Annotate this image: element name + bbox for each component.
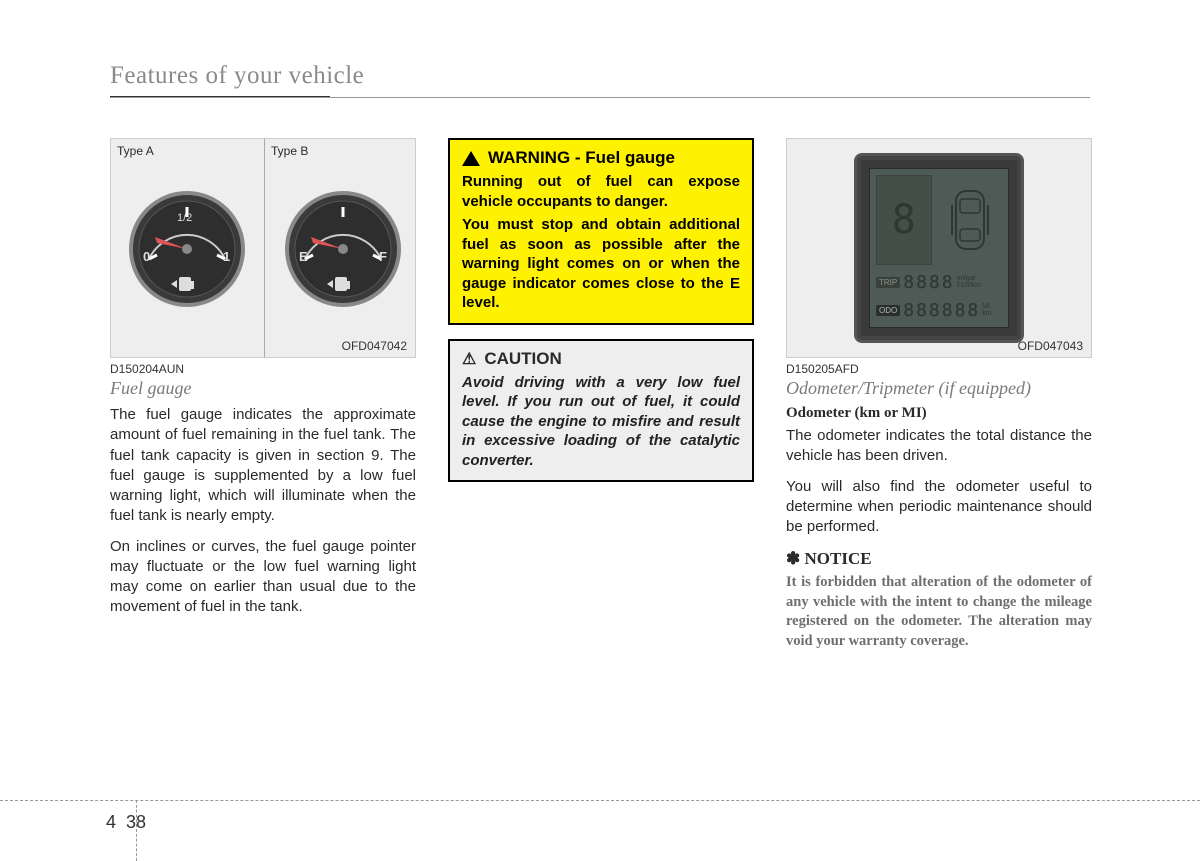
column-center: WARNING - Fuel gauge Running out of fuel… <box>448 138 754 652</box>
footer-dash-horizontal <box>0 800 1200 801</box>
lcd-top-row: 8 <box>876 175 1002 265</box>
odo-digits: 888888 <box>903 300 980 321</box>
chapter-number: 4 <box>106 812 116 832</box>
lcd-odo-row: ODO 888888 MI.km <box>876 297 1002 323</box>
warning-box: WARNING - Fuel gauge Running out of fuel… <box>448 138 754 325</box>
caution-body: Avoid driving with a very low fuel level… <box>462 373 740 471</box>
paragraph-fuel-2: On inclines or curves, the fuel gauge po… <box>110 537 416 618</box>
lcd-segment-digit: 8 <box>876 175 932 265</box>
reference-code-1: D150204AUN <box>110 362 416 376</box>
page-header-title: Features of your vehicle <box>110 62 1090 90</box>
paragraph-fuel-1: The fuel gauge indicates the approximate… <box>110 405 416 527</box>
figure-label-type-b: Type B <box>271 144 308 158</box>
figure-divider <box>264 139 265 357</box>
caution-heading: ⚠ CAUTION <box>462 349 740 369</box>
subhead-odometer: Odometer/Tripmeter (if equipped) <box>786 378 1092 399</box>
paragraph-odo-1: The odometer indicates the total distanc… <box>786 426 1092 467</box>
figure-caption-2: OFD047043 <box>1018 339 1083 353</box>
svg-text:F: F <box>379 249 387 264</box>
reference-code-2: D150205AFD <box>786 362 1092 376</box>
warning-title-text: WARNING - Fuel gauge <box>488 148 675 168</box>
subhead-odometer-units: Odometer (km or MI) <box>786 405 1092 422</box>
warning-body-2: You must stop and obtain additional fuel… <box>462 215 740 313</box>
gauge-type-b: E F <box>283 189 403 309</box>
page-number: 4 38 <box>106 812 146 833</box>
header-rule-thin <box>110 97 1090 98</box>
figure-fuel-gauge: Type A Type B 0 1/2 1 <box>110 138 416 358</box>
lcd-trip-row: TRIP 8888 mi/gall/100km <box>876 269 1002 295</box>
column-left: Type A Type B 0 1/2 1 <box>110 138 416 652</box>
caution-title-text: CAUTION <box>484 349 561 369</box>
content-columns: Type A Type B 0 1/2 1 <box>110 138 1090 652</box>
svg-text:1/2: 1/2 <box>177 212 192 224</box>
trip-units: mi/gall/100km <box>957 275 982 289</box>
notice-heading: ✽ NOTICE <box>786 549 1092 569</box>
lcd-display: 8 <box>854 153 1024 343</box>
svg-text:1: 1 <box>223 249 230 264</box>
figure-label-type-a: Type A <box>117 144 154 158</box>
notice-body: It is forbidden that alteration of the o… <box>786 573 1092 651</box>
page-number-value: 38 <box>126 812 146 832</box>
paragraph-odo-2: You will also find the odometer useful t… <box>786 477 1092 538</box>
warning-heading: WARNING - Fuel gauge <box>462 148 740 168</box>
caution-triangle-icon: ⚠ <box>462 349 476 369</box>
warning-body-1: Running out of fuel can expose vehicle o… <box>462 172 740 211</box>
subhead-fuel-gauge: Fuel gauge <box>110 378 416 399</box>
trip-label: TRIP <box>876 277 900 288</box>
gauge-type-a: 0 1/2 1 <box>127 189 247 309</box>
column-right: 8 <box>786 138 1092 652</box>
odo-label: ODO <box>876 305 900 316</box>
lcd-car-icon <box>938 175 1002 265</box>
odo-units: MI.km <box>982 303 992 317</box>
svg-text:E: E <box>299 249 308 264</box>
lcd-screen: 8 <box>869 168 1009 328</box>
warning-triangle-icon <box>462 151 480 166</box>
figure-caption-1: OFD047042 <box>342 339 407 353</box>
caution-box: ⚠ CAUTION Avoid driving with a very low … <box>448 339 754 483</box>
figure-odometer: 8 <box>786 138 1092 358</box>
svg-text:0: 0 <box>143 249 150 264</box>
trip-digits: 8888 <box>903 272 954 293</box>
